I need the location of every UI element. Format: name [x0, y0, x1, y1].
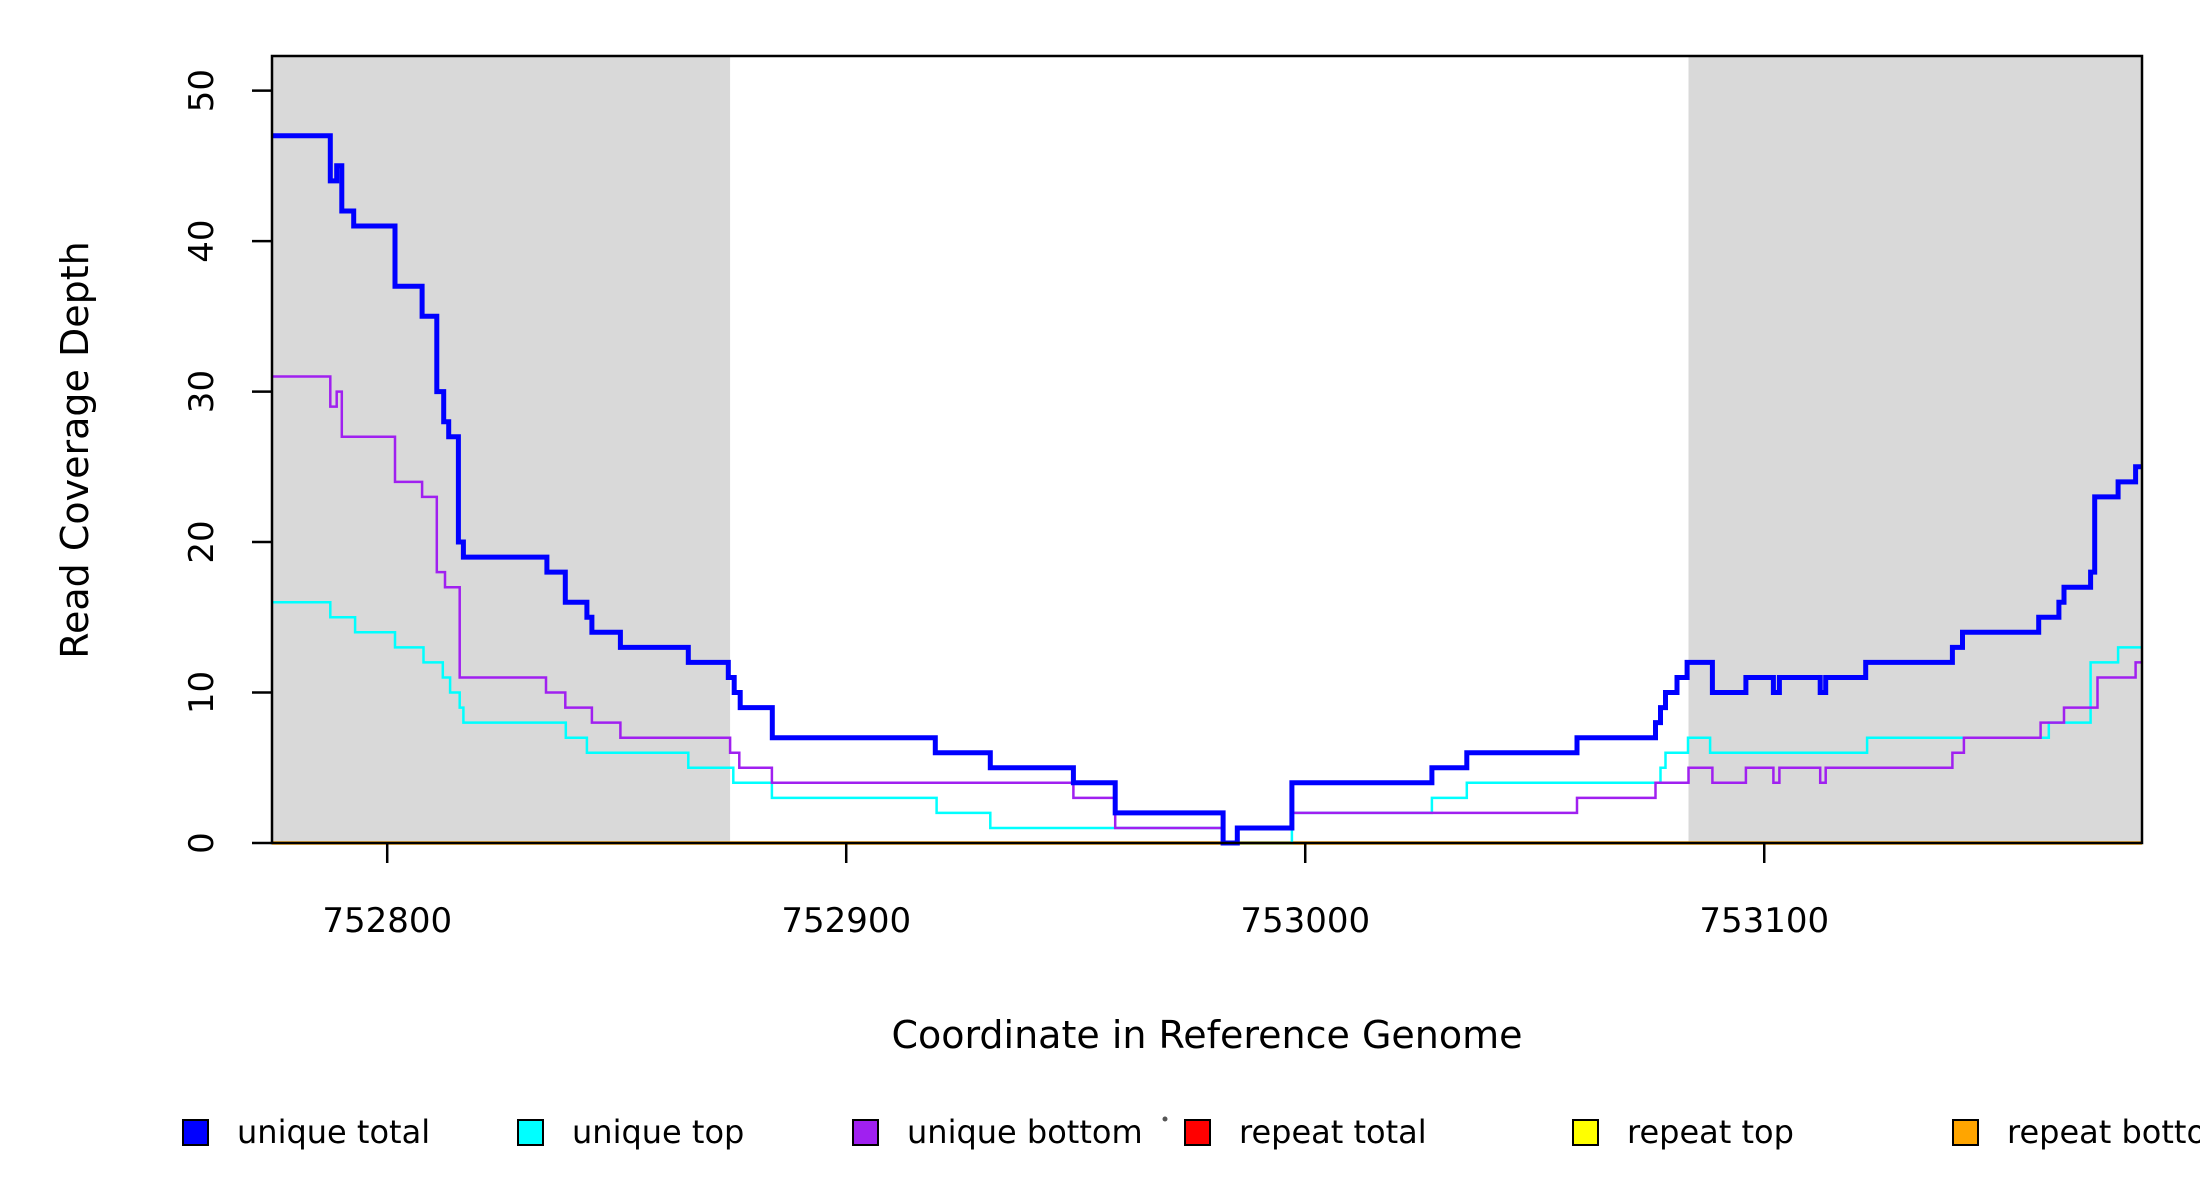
unique-top-swatch-icon [517, 1119, 544, 1146]
legend-label: repeat bottom [2007, 1113, 2200, 1151]
legend-label: repeat total [1239, 1113, 1427, 1151]
axis-tick-labels-layer: 752800 752900 753000 753100 0 10 20 30 40 50 [182, 69, 1829, 941]
unique-bottom-swatch-icon [852, 1119, 879, 1146]
y-tick-label: 40 [182, 219, 222, 262]
legend-label: repeat top [1627, 1113, 1794, 1151]
x-tick-label: 752900 [781, 901, 911, 941]
legend: unique total unique top unique bottom re… [182, 1113, 2200, 1151]
shaded-region [1688, 56, 2142, 843]
x-axis-title: Coordinate in Reference Genome [891, 1013, 1522, 1057]
y-tick-label: 50 [182, 69, 222, 112]
x-tick-label: 753100 [1699, 901, 1829, 941]
legend-label: unique total [237, 1113, 430, 1151]
shaded-regions-layer [272, 56, 2142, 843]
y-tick-label: 10 [182, 671, 222, 714]
repeat-total-swatch-icon [1184, 1119, 1211, 1146]
legend-item: repeat total [1184, 1113, 1427, 1151]
shaded-region [272, 56, 731, 843]
y-tick-label: 30 [182, 370, 222, 413]
repeat-top-swatch-icon [1572, 1119, 1599, 1146]
legend-label: unique bottom [907, 1113, 1143, 1151]
stray-dot [1162, 1116, 1168, 1122]
x-tick-label: 753000 [1240, 901, 1370, 941]
unique-total-swatch-icon [182, 1119, 209, 1146]
legend-item: unique bottom [852, 1113, 1143, 1151]
plot-border [270, 54, 2144, 845]
y-tick-label: 0 [182, 832, 222, 854]
legend-item: unique total [182, 1113, 430, 1151]
legend-item: repeat top [1572, 1113, 1794, 1151]
y-tick-label: 20 [182, 520, 222, 563]
legend-item: repeat bottom [1952, 1113, 2200, 1151]
x-tick-label: 752800 [322, 901, 452, 941]
legend-item: unique top [517, 1113, 744, 1151]
legend-label: unique top [572, 1113, 744, 1151]
series-unique-top [272, 600, 2142, 845]
repeat-bottom-swatch-icon [1952, 1119, 1979, 1146]
y-axis-title: Read Coverage Depth [53, 241, 97, 658]
axis-ticks-layer [252, 89, 1766, 863]
